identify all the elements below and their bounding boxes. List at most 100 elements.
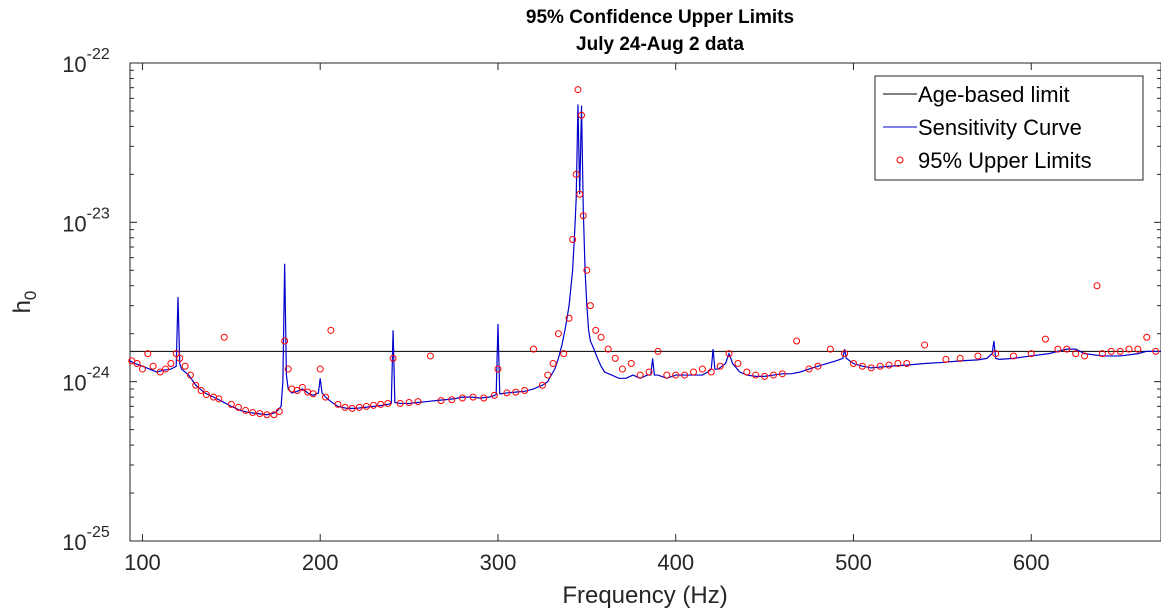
upper-limit-point	[215, 395, 223, 403]
upper-limit-point	[974, 352, 982, 360]
upper-limit-point	[162, 365, 170, 373]
upper-limit-point	[992, 350, 1000, 358]
upper-limit-point	[1081, 352, 1089, 360]
upper-limit-point	[627, 360, 635, 368]
y-axis-label-sub: 0	[21, 291, 40, 300]
upper-limit-point	[565, 314, 573, 322]
upper-limit-point	[560, 350, 568, 358]
upper-limit-point	[549, 360, 557, 368]
upper-limit-point	[144, 350, 152, 358]
upper-limit-point	[894, 360, 902, 368]
plot-area	[128, 62, 1161, 542]
upper-limit-point	[426, 352, 434, 360]
upper-limit-point	[672, 371, 680, 379]
upper-limit-point	[597, 333, 605, 341]
upper-limit-point	[769, 371, 777, 379]
upper-limit-point	[334, 400, 342, 408]
upper-limit-point	[1027, 350, 1035, 358]
upper-limit-point	[494, 365, 502, 373]
upper-limit-point	[1093, 282, 1101, 290]
upper-limit-point	[503, 389, 511, 397]
upper-limit-point	[578, 111, 586, 119]
upper-limit-point	[298, 383, 306, 391]
upper-limit-point	[876, 362, 884, 370]
upper-limit-point	[281, 337, 289, 345]
upper-limit-point	[448, 396, 456, 404]
upper-limit-point	[396, 399, 404, 407]
upper-limit-point	[293, 387, 301, 395]
y-tick-label: 10-22	[62, 46, 110, 77]
upper-limit-point	[202, 391, 210, 399]
upper-limit-point	[1143, 333, 1151, 341]
upper-limit-point	[554, 330, 562, 338]
upper-limit-point	[569, 236, 577, 244]
chart-title: 95% Confidence Upper Limits	[526, 7, 794, 28]
upper-limit-point	[572, 170, 580, 178]
upper-limit-point	[689, 368, 697, 376]
upper-limit-point	[743, 368, 751, 376]
upper-limit-point	[128, 357, 136, 365]
upper-limit-point	[903, 360, 911, 368]
upper-limit-point	[579, 212, 587, 220]
upper-limit-point	[322, 393, 330, 401]
upper-limit-point	[437, 397, 445, 405]
upper-limit-point	[133, 360, 141, 368]
y-tick-label: 10-25	[62, 524, 110, 555]
upper-limit-point	[725, 350, 733, 358]
y-axis-label: h0	[9, 291, 40, 314]
legend-swatch-95-upper-limits	[896, 156, 904, 164]
upper-limit-point	[592, 326, 600, 334]
upper-limit-point	[1054, 345, 1062, 353]
upper-limit-point	[234, 403, 242, 411]
upper-limit-point	[181, 362, 189, 370]
upper-limit-point	[1009, 352, 1017, 360]
upper-limit-point	[618, 365, 626, 373]
upper-limit-point	[611, 354, 619, 362]
upper-limit-point	[778, 370, 786, 378]
upper-limit-point	[316, 365, 324, 373]
plot-frame	[129, 62, 1161, 542]
upper-limit-point	[490, 391, 498, 399]
upper-limit-point	[1152, 347, 1160, 355]
upper-limit-point	[544, 371, 552, 379]
upper-limit-point	[156, 368, 164, 376]
y-axis-label-base: h	[9, 300, 36, 313]
upper-limit-point	[256, 410, 264, 418]
upper-limit-point	[521, 387, 529, 395]
upper-limit-point	[1063, 345, 1071, 353]
upper-limit-point	[805, 365, 813, 373]
x-tick-label: 300	[480, 550, 517, 575]
upper-limit-point	[1107, 347, 1115, 355]
upper-limit-point	[530, 345, 538, 353]
upper-limit-point	[263, 411, 271, 419]
upper-limit-point	[405, 399, 413, 407]
upper-limit-point	[355, 403, 363, 411]
upper-limit-point	[586, 302, 594, 310]
y-tick-label: 10-24	[62, 365, 110, 396]
upper-limit-point	[242, 406, 250, 414]
upper-limit-point	[348, 404, 356, 412]
upper-limit-point	[341, 403, 349, 411]
x-tick-label: 100	[124, 550, 161, 575]
upper-limit-point	[826, 345, 834, 353]
x-tick-label: 500	[835, 550, 872, 575]
upper-limit-point	[1041, 335, 1049, 343]
upper-limit-point	[384, 399, 392, 407]
upper-limit-point	[149, 362, 157, 370]
upper-limit-point	[793, 337, 801, 345]
upper-limit-point	[942, 355, 950, 363]
upper-limit-point	[576, 190, 584, 198]
upper-limit-point	[370, 401, 378, 409]
legend: Age-based limit Sensitivity Curve 95% Up…	[874, 75, 1144, 181]
upper-limit-point	[377, 400, 385, 408]
upper-limit-point	[1116, 347, 1124, 355]
upper-limit-point	[538, 381, 546, 389]
upper-limit-point	[636, 371, 644, 379]
x-tick-label: 400	[657, 550, 694, 575]
upper-limit-point	[220, 333, 228, 341]
upper-limit-point	[752, 371, 760, 379]
upper-limit-point	[172, 350, 180, 358]
upper-limit-point	[604, 345, 612, 353]
upper-limit-point	[663, 371, 671, 379]
